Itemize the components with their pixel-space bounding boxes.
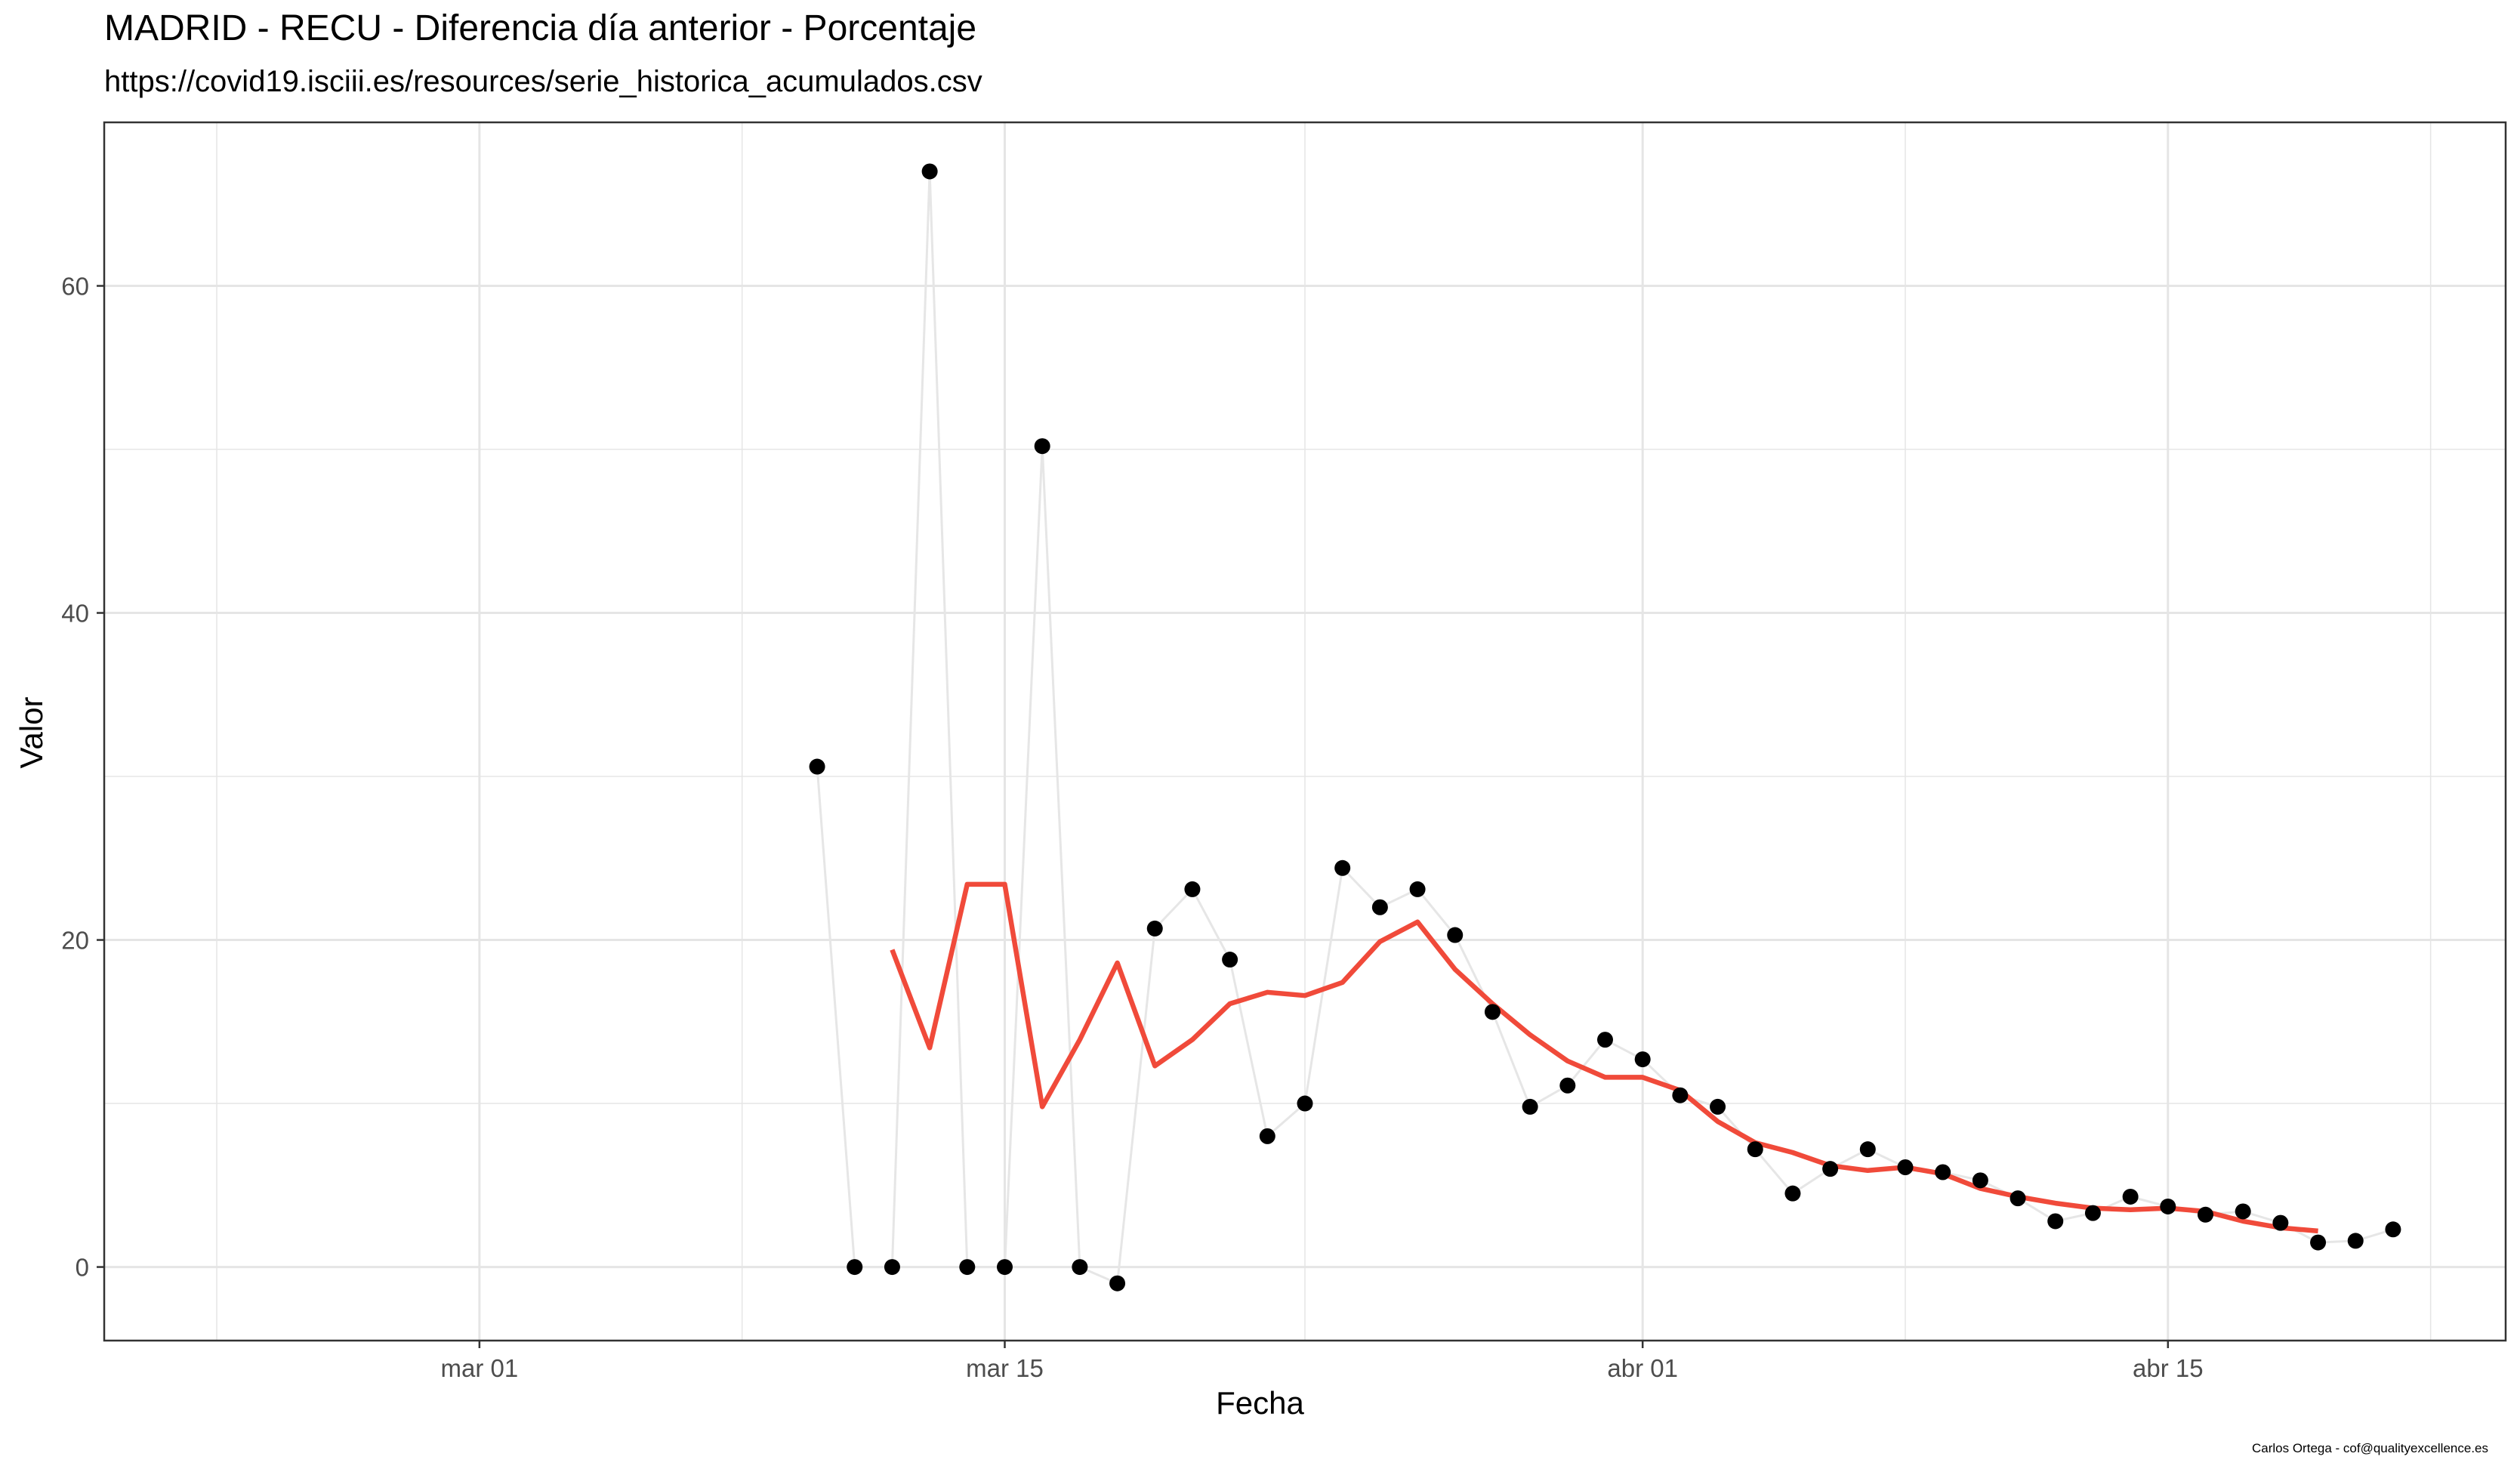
data-point bbox=[1297, 1095, 1313, 1112]
data-point bbox=[2047, 1213, 2064, 1230]
gridlines bbox=[104, 122, 2506, 1341]
data-point bbox=[1822, 1161, 1839, 1177]
data-point bbox=[1484, 1004, 1501, 1020]
data-point bbox=[1522, 1098, 1538, 1115]
data-point bbox=[1710, 1098, 1726, 1115]
data-point bbox=[1972, 1172, 1988, 1189]
y-tick-label: 40 bbox=[61, 600, 89, 628]
data-point bbox=[809, 758, 825, 775]
data-series bbox=[809, 163, 2401, 1291]
data-point bbox=[1747, 1141, 1763, 1158]
x-tick-label: abr 01 bbox=[1607, 1354, 1678, 1382]
data-point bbox=[1672, 1087, 1689, 1103]
axes: 0 20 40 60 mar 01 mar 15 abr 01 abr 15 bbox=[61, 273, 2203, 1382]
chart-subtitle: https://covid19.isciii.es/resources/seri… bbox=[104, 65, 982, 98]
panel-border bbox=[103, 121, 2507, 1342]
data-point bbox=[2084, 1205, 2101, 1221]
data-point bbox=[1634, 1051, 1651, 1068]
y-tick-label: 20 bbox=[61, 927, 89, 955]
data-point bbox=[2122, 1188, 2139, 1205]
data-point bbox=[2010, 1190, 2026, 1207]
data-point bbox=[1222, 952, 1238, 968]
smoothed-series-line bbox=[890, 881, 2318, 1234]
data-point bbox=[2385, 1221, 2401, 1238]
data-point bbox=[959, 1259, 976, 1276]
y-axis-label: Valor bbox=[14, 696, 49, 769]
data-point bbox=[2235, 1203, 2251, 1220]
data-point bbox=[1371, 899, 1388, 915]
data-point bbox=[1559, 1077, 1576, 1094]
x-tick-label: mar 15 bbox=[966, 1354, 1044, 1382]
x-tick-label: abr 15 bbox=[2133, 1354, 2204, 1382]
chart-title: MADRID - RECU - Diferencia día anterior … bbox=[104, 8, 977, 48]
data-point bbox=[1109, 1275, 1126, 1291]
y-tick-label: 0 bbox=[76, 1254, 89, 1282]
data-point bbox=[1072, 1259, 1088, 1276]
data-point bbox=[1859, 1141, 1876, 1158]
x-axis-label: Fecha bbox=[1216, 1385, 1304, 1421]
data-point bbox=[1184, 881, 1201, 897]
data-point bbox=[921, 163, 938, 180]
data-point bbox=[1259, 1128, 1275, 1144]
data-point bbox=[2310, 1234, 2327, 1251]
data-point bbox=[2272, 1214, 2289, 1231]
data-point bbox=[1034, 438, 1050, 455]
data-point bbox=[1935, 1164, 1951, 1180]
data-point bbox=[2160, 1198, 2176, 1214]
data-point bbox=[997, 1259, 1013, 1276]
data-point bbox=[1897, 1159, 1914, 1175]
data-point bbox=[1409, 881, 1426, 897]
data-point bbox=[2198, 1206, 2213, 1223]
data-point bbox=[1146, 920, 1163, 937]
data-point bbox=[1447, 927, 1464, 943]
chart-caption: Carlos Ortega - cof@qualityexcellence.es bbox=[2251, 1441, 2488, 1455]
data-point bbox=[1784, 1185, 1801, 1202]
x-tick-label: mar 01 bbox=[441, 1354, 519, 1382]
data-point bbox=[884, 1259, 900, 1276]
data-point bbox=[1334, 859, 1351, 876]
data-point bbox=[1597, 1032, 1613, 1048]
data-point bbox=[847, 1259, 863, 1276]
y-tick-label: 60 bbox=[61, 273, 89, 301]
data-point bbox=[2347, 1233, 2364, 1249]
